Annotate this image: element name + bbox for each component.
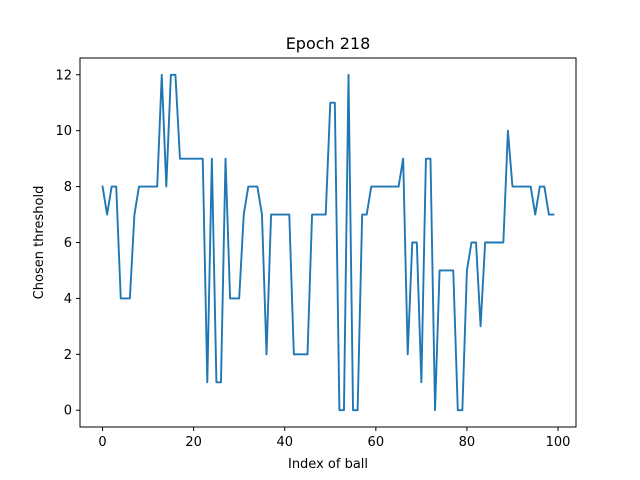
x-tick-label: 40 [276, 435, 293, 450]
y-tick-label: 12 [55, 68, 72, 83]
y-tick-label: 10 [55, 124, 72, 139]
series-line [101, 73, 555, 412]
chart-title: Epoch 218 [286, 34, 371, 53]
x-tick-label: 60 [368, 435, 385, 450]
y-tick-label: 6 [64, 236, 72, 251]
axis-ticks: 0 20 40 60 80 100 0 2 4 6 8 10 12 [55, 68, 570, 450]
y-tick-label: 8 [64, 180, 72, 195]
y-tick-label: 0 [64, 404, 72, 419]
y-axis-label: Chosen threshold [32, 186, 47, 300]
y-tick-label: 2 [64, 348, 72, 363]
axes-frame [79, 57, 577, 428]
plot-area [101, 73, 555, 412]
x-tick-label: 80 [459, 435, 476, 450]
x-tick-label: 20 [185, 435, 202, 450]
y-tick-label: 4 [64, 292, 72, 307]
x-axis-label: Index of ball [288, 457, 368, 472]
x-tick-label: 0 [98, 435, 106, 450]
x-tick-label: 100 [546, 435, 571, 450]
